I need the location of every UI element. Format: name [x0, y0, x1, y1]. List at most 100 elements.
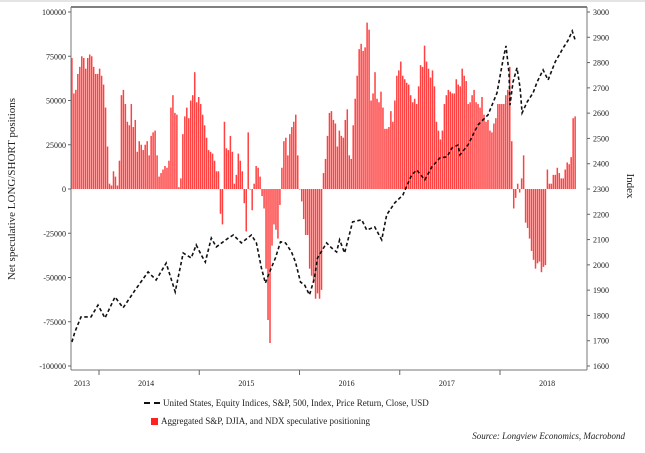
positioning-bar	[221, 189, 224, 225]
positioning-bar	[509, 66, 511, 189]
positioning-bar	[190, 100, 192, 189]
positioning-bar	[285, 137, 287, 189]
positioning-bar	[156, 155, 158, 189]
positioning-bar	[251, 189, 253, 211]
positioning-bar	[481, 96, 483, 189]
positioning-bar	[443, 104, 446, 189]
positioning-bar	[380, 91, 382, 189]
positioning-bar	[570, 157, 572, 189]
positioning-bar	[419, 65, 422, 189]
positioning-bar	[219, 189, 222, 214]
positioning-bar	[209, 151, 212, 189]
positioning-bar	[451, 93, 454, 189]
positioning-bar	[132, 127, 135, 189]
positioning-bar	[215, 171, 218, 189]
positioning-bar	[281, 167, 283, 189]
positioning-bar	[263, 189, 265, 209]
positioning-bar	[384, 128, 386, 189]
positioning-bar	[193, 72, 196, 189]
right-axis-tick-label: 1800	[593, 311, 609, 320]
positioning-bar	[316, 189, 319, 294]
left-axis-tick-label: -25000	[43, 229, 66, 238]
positioning-bar	[497, 104, 499, 189]
positioning-bar	[572, 118, 574, 189]
positioning-bar	[90, 56, 93, 189]
positioning-bar	[112, 171, 115, 189]
positioning-bar	[536, 189, 539, 264]
positioning-bar	[352, 125, 354, 189]
positioning-bar	[364, 47, 366, 190]
positioning-bar	[348, 155, 351, 189]
positioning-bar	[394, 100, 396, 189]
positioning-bar	[217, 171, 220, 189]
positioning-bar	[431, 70, 434, 189]
legend-item-positioning: Aggregated S&P, DJIA, and NDX speculativ…	[151, 416, 370, 426]
positioning-bar	[150, 135, 152, 189]
positioning-bar	[83, 58, 85, 189]
positioning-bar	[186, 107, 188, 189]
positioning-bar	[332, 119, 335, 189]
positioning-bar	[203, 125, 206, 189]
legend-label-sp500: United States, Equity Indices, S&P, 500,…	[163, 398, 429, 408]
positioning-bar	[136, 151, 139, 189]
x-axis-year-label: 2013	[74, 379, 90, 388]
positioning-bar	[162, 169, 164, 189]
left-axis-tick-label: 25000	[46, 141, 66, 150]
positioning-bar	[358, 49, 360, 189]
positioning-bar	[134, 119, 137, 189]
positioning-bar	[372, 93, 374, 189]
positioning-bar	[354, 98, 356, 189]
positioning-bar	[164, 165, 166, 189]
positioning-bar	[122, 89, 125, 189]
positioning-bar	[245, 189, 247, 232]
right-axis-tick-label: 2300	[593, 185, 609, 194]
positioning-bar	[526, 189, 529, 228]
positioning-bar	[182, 134, 184, 189]
right-axis-tick-label: 2500	[593, 134, 609, 143]
positioning-bar	[396, 75, 398, 189]
positioning-bar	[334, 123, 337, 189]
positioning-bar	[467, 104, 469, 189]
positioning-bar	[118, 160, 121, 189]
positioning-bar	[213, 160, 216, 189]
positioning-bar	[518, 189, 521, 193]
positioning-bar	[558, 173, 561, 189]
right-axis-tick-label: 2100	[593, 236, 609, 245]
positioning-bar	[320, 189, 323, 290]
positioning-bar	[469, 102, 471, 189]
positioning-bar	[473, 89, 475, 189]
right-axis-tick-label: 2600	[593, 109, 609, 118]
positioning-bar	[400, 61, 402, 190]
right-axis-title: Index	[624, 173, 636, 199]
positioning-bar	[168, 160, 170, 189]
positioning-bar	[176, 114, 178, 189]
positioning-bar	[350, 158, 352, 189]
positioning-bar	[314, 189, 317, 299]
positioning-bar	[487, 119, 489, 189]
red-square-swatch	[151, 417, 158, 425]
positioning-bar	[528, 189, 531, 239]
left-axis-tick-label: -75000	[43, 318, 66, 327]
x-axis-year-label: 2015	[238, 379, 254, 388]
positioning-bar	[98, 68, 101, 189]
positioning-bar	[324, 158, 327, 189]
positioning-bar	[128, 125, 131, 189]
positioning-bar	[178, 187, 180, 189]
positioning-bar	[433, 86, 436, 189]
positioning-bar	[287, 155, 289, 189]
positioning-bar	[142, 150, 144, 189]
positioning-bar	[233, 183, 236, 189]
positioning-bar	[85, 68, 87, 189]
positioning-bar	[435, 121, 438, 189]
positioning-bar	[461, 68, 463, 189]
x-axis-year-label: 2014	[138, 379, 154, 388]
positioning-bar	[259, 176, 261, 189]
positioning-bar	[116, 185, 119, 189]
positioning-bar	[479, 107, 481, 189]
positioning-bar	[293, 121, 295, 189]
positioning-bar	[409, 95, 412, 189]
positioning-bar	[306, 189, 309, 236]
positioning-bar	[386, 128, 388, 189]
positioning-bar	[249, 189, 251, 190]
positioning-bar	[532, 189, 535, 260]
